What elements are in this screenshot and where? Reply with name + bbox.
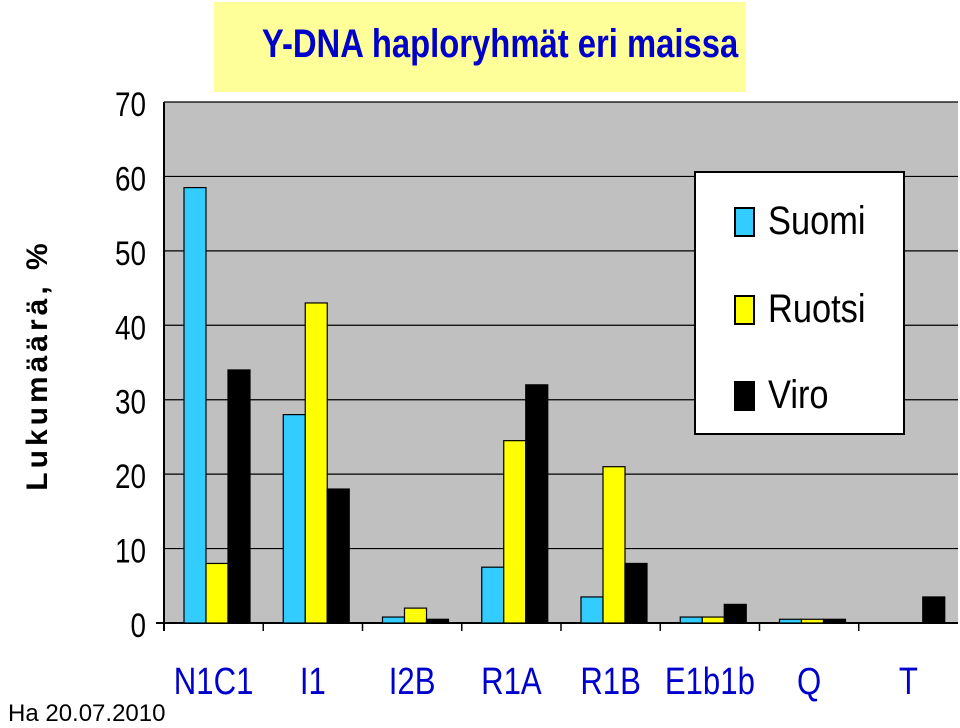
bar-ruotsi-q [800,618,825,624]
bar-ruotsi-e1b1b [701,616,725,624]
x-tick-label: E1b1b [665,661,755,703]
legend-label-suomi: Suomi [768,199,866,243]
y-tick-label: 30 [115,383,146,421]
bar-ruotsi-n1c1 [205,562,229,624]
y-tick-label: 60 [115,160,146,198]
chart-title-box: Y-DNA haploryhmät eri maissa [214,2,746,92]
bar-viro-q [822,618,847,624]
x-tick-label: R1A [481,661,542,703]
bar-viro-r1a [525,384,549,624]
y-tick-label: 50 [115,234,146,272]
y-tick-label: 20 [115,458,146,496]
bar-viro-i2b [425,618,450,624]
bar-suomi-i2b [381,616,406,624]
x-tick-label: N1C1 [174,661,254,703]
x-tick-label: I1 [300,661,326,703]
bar-viro-i1 [326,488,350,624]
chart-title: Y-DNA haploryhmät eri maissa [261,22,739,66]
y-tick-label: 40 [115,309,146,347]
legend-label-ruotsi: Ruotsi [768,287,866,331]
x-tick-label: T [899,661,918,703]
x-tick-label: I2B [389,661,436,703]
bar-suomi-r1a [481,566,505,624]
legend-label-viro: Viro [768,373,829,417]
y-tick-label: 70 [115,85,146,123]
y-tick-label: 0 [130,606,146,644]
bar-viro-n1c1 [227,369,251,624]
bar-suomi-n1c1 [183,186,207,624]
legend-swatch-ruotsi [734,295,755,325]
bar-suomi-e1b1b [679,616,703,624]
legend-swatch-suomi [734,207,755,237]
x-tick-label: Q [797,661,821,703]
x-tick-label: R1B [580,661,641,703]
bar-ruotsi-i2b [403,607,428,624]
bar-suomi-q [778,618,803,624]
bar-ruotsi-r1a [503,440,527,624]
y-axis-label: Lukumäärä, % [21,239,54,491]
bar-ruotsi-i1 [304,302,328,624]
footer-date: l Ha 20.07.2010 [0,700,166,727]
bar-suomi-i1 [282,414,306,624]
bar-ruotsi-r1b [602,466,626,624]
bar-viro-e1b1b [723,603,747,624]
y-tick-label: 10 [115,532,146,570]
bar-viro-r1b [624,562,648,624]
bar-viro-t [922,596,946,624]
legend-swatch-viro [734,381,755,411]
legend: Suomi Ruotsi Viro [694,171,905,435]
bar-suomi-r1b [580,596,604,624]
